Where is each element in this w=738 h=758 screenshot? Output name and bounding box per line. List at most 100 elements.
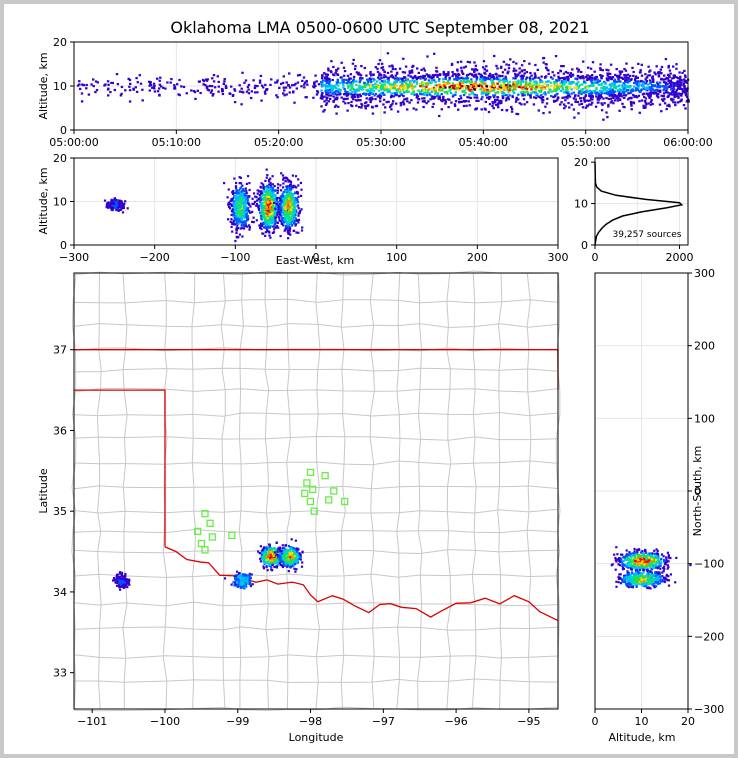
source-density-cell xyxy=(112,577,116,580)
source-density-cell xyxy=(428,93,432,96)
source-density-cell xyxy=(404,87,408,90)
time-height-xtick-label: 05:10:00 xyxy=(152,136,201,149)
source-density-cell xyxy=(238,200,241,203)
source-density-cell xyxy=(82,84,86,87)
source-density-cell xyxy=(487,74,491,77)
source-density-cell xyxy=(232,94,235,97)
source-density-cell xyxy=(528,76,532,79)
source-density-cell xyxy=(241,218,244,221)
source-density-cell xyxy=(475,99,478,102)
source-density-cell xyxy=(264,220,267,223)
source-density-cell xyxy=(482,60,486,63)
source-density-cell xyxy=(269,195,272,198)
source-density-cell xyxy=(574,100,577,103)
source-density-cell xyxy=(614,86,617,89)
source-density-cell xyxy=(683,69,686,72)
source-density-cell xyxy=(656,83,660,86)
source-density-cell xyxy=(404,65,408,68)
source-density-cell xyxy=(421,97,424,100)
source-density-cell xyxy=(499,84,502,87)
source-density-cell xyxy=(498,85,501,88)
source-density-cell xyxy=(479,81,482,84)
source-density-cell xyxy=(511,89,514,93)
source-density-cell xyxy=(246,575,249,578)
source-density-cell xyxy=(305,96,308,99)
source-density-cell xyxy=(483,88,486,91)
source-density-cell xyxy=(425,85,428,89)
source-density-cell xyxy=(287,217,290,221)
source-density-cell xyxy=(473,96,476,99)
source-density-cell xyxy=(517,79,520,82)
source-density-cell xyxy=(446,90,449,94)
source-density-cell xyxy=(436,70,439,73)
source-density-cell xyxy=(244,79,248,82)
time-height-panel: 05:00:00 05:10:00 05:20:00 05:30:00 05:40:00… xyxy=(37,36,713,149)
source-density-cell xyxy=(412,81,416,84)
source-density-cell xyxy=(387,76,390,79)
source-density-cell xyxy=(276,204,279,207)
source-density-cell xyxy=(246,219,249,222)
source-density-cell xyxy=(359,99,362,102)
source-density-cell xyxy=(504,87,507,90)
source-density-cell xyxy=(434,81,437,84)
source-density-cell xyxy=(430,90,433,94)
histogram-curve xyxy=(594,162,684,246)
source-density-cell xyxy=(665,81,668,84)
source-density-cell xyxy=(512,81,515,84)
source-density-cell xyxy=(120,200,123,203)
source-density-cell xyxy=(235,188,238,192)
source-density-cell xyxy=(442,98,445,101)
source-density-cell xyxy=(339,89,342,92)
source-density-cell xyxy=(288,86,292,89)
source-density-cell xyxy=(577,81,580,84)
source-density-cell xyxy=(369,101,372,104)
source-density-cell xyxy=(625,76,628,79)
source-density-cell xyxy=(284,224,287,227)
source-density-cell xyxy=(242,188,245,191)
source-density-cell xyxy=(120,207,123,210)
source-density-cell xyxy=(117,575,120,578)
figure-frame: Oklahoma LMA 0500-0600 UTC September 08,… xyxy=(4,4,734,754)
source-density-cell xyxy=(569,75,573,78)
source-density-cell xyxy=(335,89,338,93)
source-density-cell xyxy=(294,224,297,227)
source-density-cell xyxy=(591,61,595,64)
source-density-cell xyxy=(344,102,347,105)
source-density-cell xyxy=(324,88,328,91)
source-density-cell xyxy=(434,73,437,76)
source-density-cell xyxy=(477,72,481,75)
source-density-cell xyxy=(398,87,401,90)
source-density-cell xyxy=(638,84,641,87)
source-density-cell xyxy=(454,93,457,96)
source-density-cell xyxy=(415,78,419,81)
source-density-cell xyxy=(240,197,243,200)
source-density-cell xyxy=(640,74,644,77)
source-density-cell xyxy=(223,80,226,83)
source-density-cell xyxy=(290,217,293,220)
source-density-cell xyxy=(595,87,598,90)
source-density-cell xyxy=(123,583,126,587)
source-density-cell xyxy=(118,585,121,588)
source-density-cell xyxy=(395,71,399,74)
source-density-cell xyxy=(321,91,324,95)
source-density-cell xyxy=(491,100,494,104)
source-density-cell xyxy=(679,87,682,90)
source-density-cell xyxy=(238,233,241,236)
source-density-cell xyxy=(426,55,429,58)
time-height-xtick-label: 05:20:00 xyxy=(254,136,303,149)
source-density-cell xyxy=(267,210,270,213)
source-density-cell xyxy=(331,78,334,82)
station-marker xyxy=(325,496,333,504)
source-density-cell xyxy=(618,84,621,87)
source-density-cell xyxy=(265,189,268,192)
source-density-cell xyxy=(237,579,241,582)
source-density-cell xyxy=(274,219,277,222)
source-density-cell xyxy=(275,94,278,97)
source-density-cell xyxy=(389,75,392,78)
source-density-cell xyxy=(493,54,496,58)
county-line xyxy=(73,549,559,555)
source-density-cell xyxy=(481,95,484,98)
source-density-cell xyxy=(494,98,497,102)
source-density-cell xyxy=(530,74,533,77)
source-density-cell xyxy=(433,79,436,82)
